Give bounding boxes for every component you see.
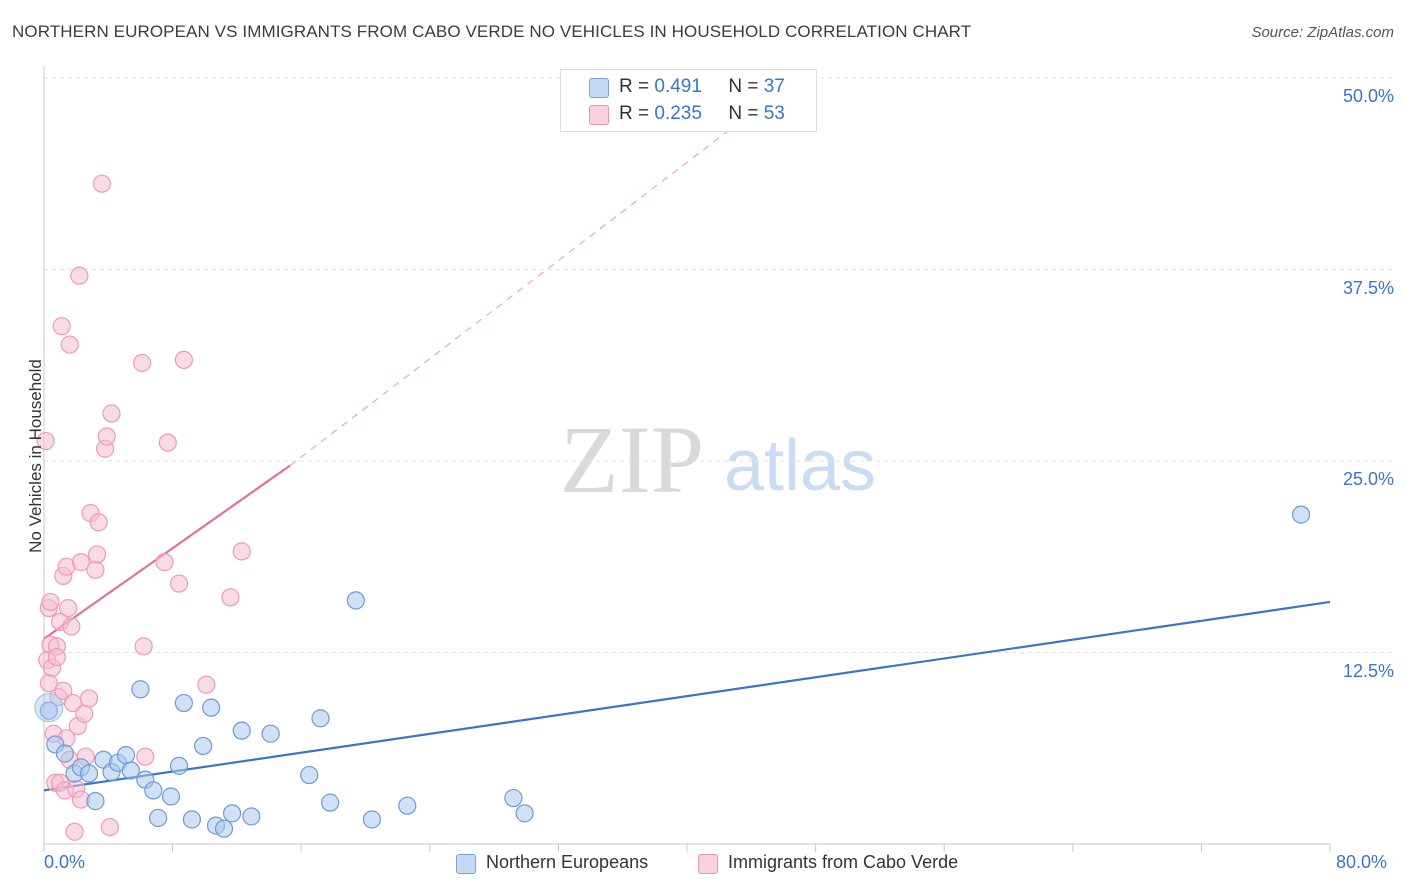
- point-northern-european: [144, 781, 163, 800]
- y-tick-label: 50.0%: [1342, 86, 1394, 106]
- point-cabo-verde: [65, 822, 84, 841]
- point-cabo-verde: [36, 431, 55, 451]
- y-axis-label: No Vehicles in Household: [26, 359, 45, 553]
- watermark-atlas: atlas: [724, 426, 876, 506]
- point-cabo-verde: [100, 818, 120, 837]
- point-cabo-verde: [59, 598, 78, 618]
- point-northern-european: [242, 807, 261, 826]
- legend-n-label-2: N =: [728, 103, 759, 124]
- bottom-legend-pink: Immigrants from Cabo Verde: [728, 852, 959, 872]
- point-northern-european: [149, 808, 168, 828]
- point-northern-european: [232, 721, 251, 740]
- point-northern-european: [39, 701, 58, 720]
- point-cabo-verde: [89, 513, 108, 532]
- point-cabo-verde: [136, 747, 155, 766]
- point-northern-european: [346, 591, 365, 610]
- point-cabo-verde: [221, 588, 240, 607]
- trend-lines: [43, 100, 1331, 792]
- legend-r-label: R =: [619, 76, 650, 97]
- point-northern-european: [202, 698, 221, 717]
- point-northern-european: [182, 810, 201, 829]
- point-northern-european: [174, 693, 193, 713]
- point-cabo-verde: [158, 433, 177, 452]
- point-cabo-verde: [60, 335, 79, 354]
- bottom-legend-swatch-pink: [698, 854, 718, 874]
- x-tick-max: 80.0%: [1336, 852, 1388, 872]
- legend-swatch-pink: [589, 105, 609, 125]
- legend-row-blue: R = 0.491 N = 37: [619, 76, 785, 98]
- legend-swatch-blue: [589, 78, 609, 98]
- point-northern-european: [321, 793, 340, 812]
- y-tick-label: 12.5%: [1342, 660, 1394, 681]
- grid-lines: [44, 77, 1392, 653]
- legend-row-pink: R = 0.235 N = 53: [619, 103, 785, 125]
- trend-northern-european: [43, 600, 1331, 792]
- trend-cabo-verde-extended: [289, 100, 768, 467]
- point-cabo-verde: [132, 353, 152, 373]
- point-cabo-verde: [79, 689, 99, 708]
- point-northern-european: [214, 819, 234, 838]
- point-cabo-verde: [92, 174, 111, 193]
- point-northern-european: [515, 804, 534, 823]
- point-northern-european: [169, 756, 189, 775]
- point-northern-european: [1291, 505, 1311, 524]
- point-northern-european: [131, 680, 150, 699]
- point-cabo-verde: [134, 637, 153, 656]
- point-northern-european: [504, 788, 523, 808]
- watermark-zip: ZIP: [560, 406, 704, 513]
- point-cabo-verde: [75, 704, 94, 723]
- point-cabo-verde: [169, 574, 189, 593]
- point-cabo-verde: [97, 427, 116, 446]
- point-cabo-verde: [62, 617, 81, 636]
- point-northern-european: [311, 709, 330, 728]
- scatter-points: [34, 174, 1311, 841]
- point-cabo-verde: [71, 553, 91, 572]
- point-cabo-verde: [52, 317, 71, 336]
- point-northern-european: [79, 764, 99, 783]
- point-cabo-verde: [41, 592, 60, 612]
- point-cabo-verde: [232, 542, 251, 561]
- point-cabo-verde: [86, 560, 105, 579]
- point-cabo-verde: [47, 647, 66, 667]
- legend-pink-r: 0.235: [654, 103, 702, 124]
- point-northern-european: [55, 744, 74, 763]
- source-label: Source: ZipAtlas.com: [1251, 24, 1394, 41]
- point-northern-european: [362, 810, 382, 829]
- stats-legend: R = 0.491 N = 37 R = 0.235 N = 53: [560, 69, 817, 132]
- point-northern-european: [121, 761, 140, 780]
- point-cluster: [34, 693, 64, 723]
- legend-blue-r: 0.491: [654, 76, 702, 97]
- x-tick-min: 0.0%: [44, 852, 86, 872]
- point-cabo-verde: [174, 350, 193, 369]
- legend-blue-n: 37: [763, 76, 785, 97]
- chart-title: NORTHERN EUROPEAN VS IMMIGRANTS FROM CAB…: [12, 22, 972, 41]
- point-northern-european: [222, 804, 242, 823]
- point-cabo-verde: [197, 675, 216, 694]
- point-northern-european: [116, 746, 136, 765]
- y-tick-label: 37.5%: [1342, 277, 1394, 298]
- point-northern-european: [86, 792, 105, 811]
- point-northern-european: [300, 765, 319, 785]
- point-northern-european: [194, 736, 213, 756]
- trend-cabo-verde: [43, 464, 291, 640]
- legend-pink-n: 53: [763, 103, 785, 124]
- point-cabo-verde: [155, 553, 174, 572]
- legend-n-label: N =: [728, 76, 759, 97]
- point-cabo-verde: [54, 681, 73, 700]
- legend-r-label-2: R =: [619, 103, 650, 124]
- bottom-legend-swatch-blue: [456, 854, 476, 874]
- point-northern-european: [398, 796, 417, 815]
- point-cabo-verde: [70, 266, 89, 285]
- point-northern-european: [161, 787, 181, 806]
- point-cabo-verde: [102, 404, 121, 423]
- bottom-legend-blue: Northern Europeans: [486, 852, 649, 872]
- point-cabo-verde: [87, 545, 107, 564]
- y-tick-label: 25.0%: [1342, 469, 1394, 489]
- point-northern-european: [261, 724, 280, 743]
